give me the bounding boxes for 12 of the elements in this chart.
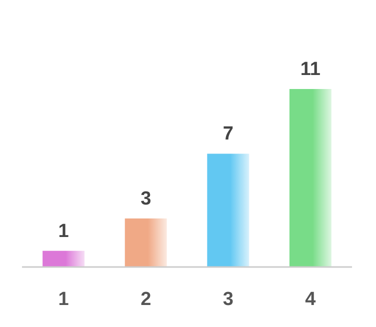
x-tick-label: 4	[305, 289, 316, 310]
x-tick-label: 1	[58, 289, 70, 310]
bar	[289, 89, 332, 267]
data-label: 3	[140, 188, 152, 210]
data-label: 1	[58, 220, 70, 242]
x-tick-label: 2	[140, 289, 152, 310]
data-label: 11	[300, 59, 321, 80]
bar	[124, 218, 167, 267]
bar	[207, 154, 250, 267]
data-label: 7	[222, 124, 234, 145]
x-tick-label: 3	[222, 289, 234, 310]
bar	[42, 250, 85, 267]
